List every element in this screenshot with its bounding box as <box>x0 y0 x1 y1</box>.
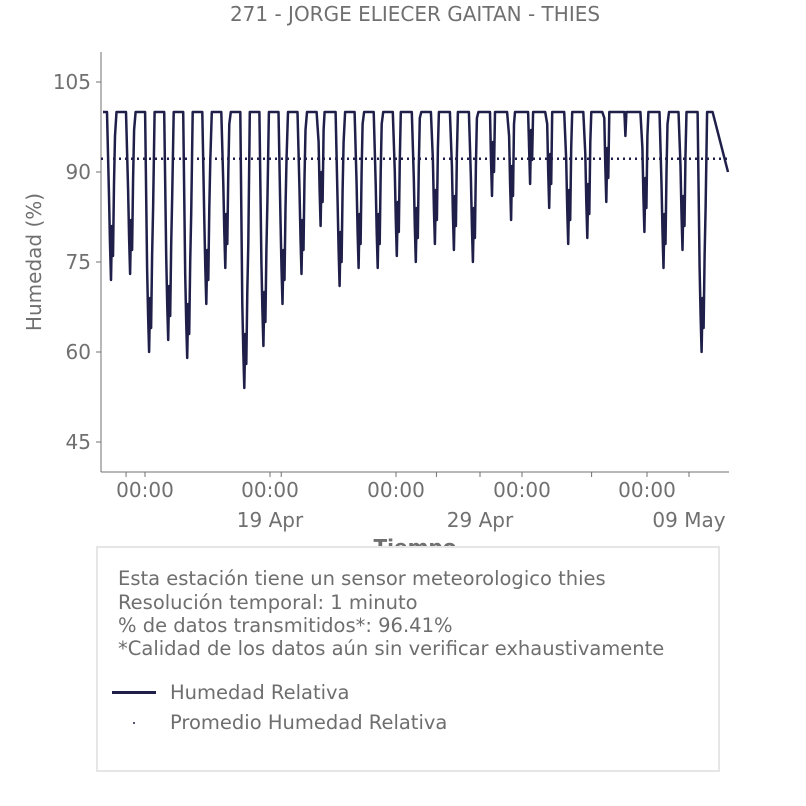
legend-line-swatch <box>112 691 156 694</box>
x-tick-label: 00:00 <box>493 478 551 502</box>
info-line-resolution: Resolución temporal: 1 minuto <box>118 591 418 614</box>
y-tick-label: 105 <box>53 70 91 94</box>
y-tick-label: 60 <box>66 340 91 364</box>
legend-label: Promedio Humedad Relativa <box>170 711 448 734</box>
x-date-label: 19 Apr <box>237 508 304 532</box>
y-tick-label: 90 <box>66 160 91 184</box>
x-tick-label: 00:00 <box>618 478 676 502</box>
legend-dot-swatch <box>133 722 135 724</box>
info-line-transmitted: % de datos transmitidos*: 96.41% <box>118 614 453 637</box>
info-line-sensor: Esta estación tiene un sensor meteorolog… <box>118 567 606 590</box>
x-tick-label: 00:00 <box>241 478 299 502</box>
info-line-quality-note: *Calidad de los datos aún sin verificar … <box>118 637 665 660</box>
plot-area <box>101 110 730 390</box>
y-tick-label: 45 <box>66 430 91 454</box>
y-axis-label: Humedad (%) <box>22 193 46 331</box>
humedad-relativa-line <box>103 110 730 390</box>
x-date-label: 09 May <box>652 508 725 532</box>
axes: 45 60 75 90 105 00:00 00:00 00:00 00:00 00:00 19 A… <box>53 52 729 532</box>
legend-label: Humedad Relativa <box>170 681 350 704</box>
chart-title: 271 - JORGE ELIECER GAITAN - THIES <box>230 2 600 26</box>
y-tick-label: 75 <box>66 250 91 274</box>
x-tick-label: 00:00 <box>116 478 174 502</box>
legend-box: Esta estación tiene un sensor meteorolog… <box>96 546 720 772</box>
x-date-label: 29 Apr <box>447 508 514 532</box>
x-tick-label: 00:00 <box>367 478 425 502</box>
